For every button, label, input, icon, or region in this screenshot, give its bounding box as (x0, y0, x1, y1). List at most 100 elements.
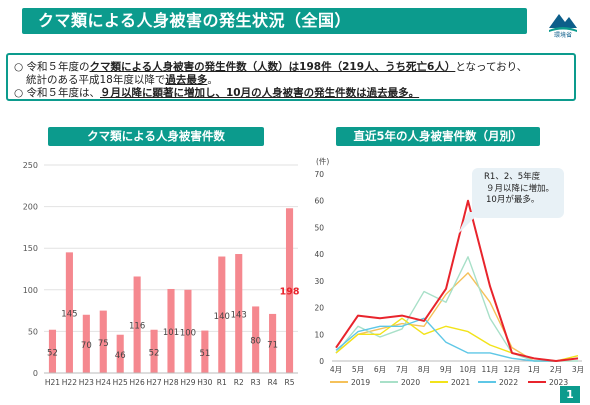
summary-box: ○ 令和５年度のクマ類による人身被害の発生件数（人数）は198件（219人、うち… (6, 53, 576, 101)
summary-emphasis: 過去最多 (165, 74, 208, 86)
bar-value-label: 100 (180, 328, 196, 338)
x-tick-label: 12月 (503, 365, 520, 374)
x-tick-label: H25 (113, 378, 128, 387)
summary-text: ○ 令和５年度は、 (14, 87, 100, 99)
x-tick-label: R1 (217, 378, 227, 387)
left-chart-title: クマ類による人身被害件数 (48, 127, 264, 146)
y-tick-label: 50 (314, 223, 324, 232)
bar (65, 252, 73, 373)
x-tick-label: R2 (234, 378, 244, 387)
y-tick-label: 200 (23, 203, 38, 212)
x-tick-label: 7月 (396, 365, 408, 374)
callout-note: R1、2、5年度 ９月以降に増加。 10月が最多。 (472, 168, 564, 218)
summary-emphasis: クマ類による人身被害の発生件数（人数）は198件（219人、うち死亡6人） (89, 61, 456, 73)
summary-line-1: ○ 令和５年度のクマ類による人身被害の発生件数（人数）は198件（219人、うち… (14, 59, 527, 74)
summary-line-2: 統計のある平成18年度以降で過去最多。 (26, 72, 218, 87)
bar (218, 256, 226, 373)
right-chart-title: 直近5年の人身被害件数（月別） (336, 127, 540, 146)
bar (201, 330, 209, 373)
bar-value-label: 52 (47, 348, 58, 358)
bar (48, 329, 57, 373)
title-bar (22, 8, 527, 34)
summary-text: 統計のある平成18年度以降で (26, 74, 166, 86)
bar-value-label: 145 (61, 310, 77, 320)
summary-text: ○ 令和５年度の (14, 61, 90, 73)
x-tick-label: H29 (180, 378, 195, 387)
bar-value-label: 46 (115, 351, 126, 361)
page-title: クマ類による人身被害の発生状況（全国） (38, 11, 352, 30)
series-line-2023 (335, 199, 579, 362)
y-tick-label: 0 (33, 369, 38, 378)
legend-label: 2022 (499, 378, 518, 387)
callout-line: 10月が最多。 (486, 195, 540, 205)
y-axis-label: (件) (316, 156, 329, 166)
header: クマ類による人身被害の発生状況（全国） 環境省 (0, 0, 590, 40)
x-tick-label: 5月 (352, 365, 364, 374)
bar (184, 289, 192, 373)
x-tick-label: 10月 (459, 365, 476, 374)
y-tick-label: 70 (314, 170, 324, 179)
summary-text: となっており、 (455, 61, 528, 73)
x-tick-label: 8月 (418, 365, 430, 374)
y-tick-label: 40 (314, 250, 324, 259)
x-tick-label: 9月 (440, 365, 452, 374)
bar-value-label: 70 (81, 341, 92, 351)
x-tick-label: R4 (268, 378, 278, 387)
x-tick-label: H27 (146, 378, 161, 387)
legend-label: 2023 (549, 378, 568, 387)
bar (82, 314, 90, 373)
y-tick-label: 10 (314, 330, 324, 339)
x-tick-label: 11月 (481, 365, 498, 374)
series-line-2021 (335, 317, 579, 362)
x-tick-label: H21 (45, 378, 60, 387)
bar-chart: 0 50 100 150 200 250 52 H21 145 H22 70 H23 75 H24 46 H2… (23, 161, 300, 387)
x-tick-label: R3 (251, 378, 261, 387)
bar (99, 310, 107, 373)
bar-value-label: 52 (149, 348, 160, 358)
ministry-logo-icon (549, 14, 577, 32)
bar (252, 306, 260, 373)
callout-line: ９月以降に増加。 (486, 183, 555, 194)
x-tick-label: 6月 (374, 365, 386, 374)
legend-label: 2019 (351, 378, 370, 387)
summary-emphasis: ９月以降に顕著に増加し、10月の人身被害の発生件数は過去最多。 (100, 87, 420, 99)
logo-text: 環境省 (553, 32, 572, 39)
legend-label: 2021 (451, 378, 470, 387)
y-tick-label: 0 (319, 357, 324, 366)
bar-value-label: 80 (250, 337, 261, 347)
bar-value-label: 75 (98, 339, 109, 349)
y-tick-label: 30 (314, 277, 324, 286)
bar-value-label: 143 (231, 311, 247, 321)
bar-value-label: 116 (129, 322, 145, 332)
callout-line: R1、2、5年度 (484, 172, 541, 182)
bar (150, 329, 158, 373)
bar (167, 288, 175, 373)
bar-value-label: 101 (163, 328, 179, 338)
x-tick-label: H30 (197, 378, 212, 387)
bar (235, 254, 243, 373)
bar (133, 276, 141, 373)
y-tick-label: 100 (23, 286, 38, 295)
y-tick-label: 20 (314, 304, 324, 313)
y-tick-label: 60 (314, 197, 324, 206)
bar-value-label: 71 (267, 340, 278, 350)
summary-text: 。 (207, 74, 218, 86)
x-tick-label: 4月 (330, 365, 342, 374)
line-chart: (件) 0 10 20 30 40 50 60 70 4月 5月 6月 7月 8月 9月 10月 11月 12月 1… (314, 156, 584, 387)
bar-value-label: 51 (199, 349, 210, 359)
y-tick-label: 50 (28, 327, 38, 336)
bar-value-label: 198 (280, 287, 300, 298)
x-tick-label: 1月 (528, 365, 540, 374)
x-tick-label: H22 (62, 378, 77, 387)
x-tick-label: 3月 (572, 365, 584, 374)
y-tick-label: 250 (23, 161, 38, 170)
series-line-2022 (335, 317, 579, 362)
bar (285, 208, 294, 373)
x-tick-label: R5 (285, 378, 295, 387)
bar-value-label: 140 (214, 312, 230, 322)
bar (269, 313, 277, 373)
bar (116, 334, 124, 373)
x-tick-label: H23 (79, 378, 94, 387)
summary-line-3: ○ 令和５年度は、９月以降に顕著に増加し、10月の人身被害の発生件数は過去最多。 (14, 85, 419, 100)
x-tick-label: 2月 (550, 365, 562, 374)
